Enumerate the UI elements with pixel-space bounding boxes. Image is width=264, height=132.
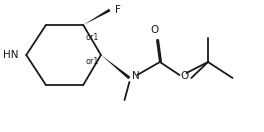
- Text: or1: or1: [85, 34, 98, 43]
- Text: or1: or1: [85, 58, 98, 67]
- Text: N: N: [132, 71, 140, 81]
- Text: F: F: [115, 5, 121, 15]
- Polygon shape: [101, 55, 130, 79]
- Text: HN: HN: [3, 50, 18, 60]
- Text: O: O: [181, 71, 189, 81]
- Polygon shape: [83, 9, 110, 25]
- Text: O: O: [151, 25, 159, 35]
